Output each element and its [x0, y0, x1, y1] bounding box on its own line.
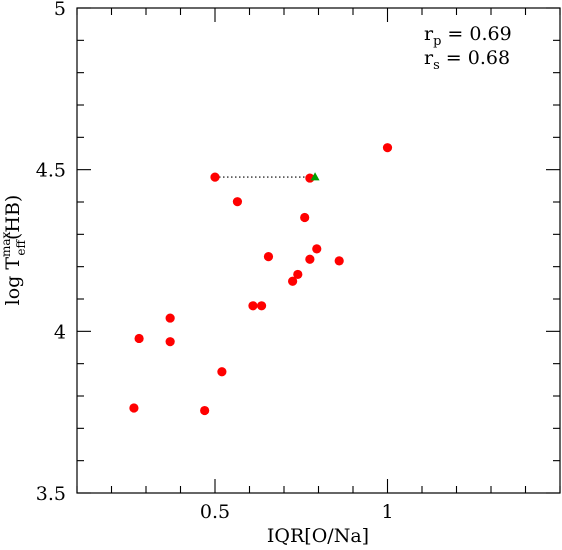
data-point	[334, 256, 344, 266]
pearson-annotation: rp = 0.69	[424, 23, 512, 49]
data-point	[129, 403, 139, 413]
triangle-point	[310, 172, 320, 181]
y-tick-label: 4	[54, 321, 66, 343]
x-tick-label: 1	[381, 501, 393, 523]
y-axis-label: log Tmaxeff(HB)	[0, 195, 28, 306]
data-point	[293, 269, 303, 280]
data-point	[256, 301, 267, 311]
data-point	[263, 252, 274, 262]
data-point	[165, 313, 175, 323]
spearman-annotation: rs = 0.68	[424, 47, 510, 73]
data-points	[129, 143, 393, 416]
y-axis-label-suffix: (HB)	[2, 195, 24, 240]
data-point	[248, 301, 258, 311]
spearman-subscript: s	[433, 58, 440, 73]
pearson-value: = 0.69	[447, 23, 511, 45]
y-axis-label-subscript: eff	[14, 239, 28, 256]
y-axis-label-prefix: log T	[2, 257, 24, 306]
data-point	[210, 172, 220, 182]
y-axis-label-superscript: max	[0, 231, 13, 257]
pearson-subscript: p	[433, 34, 441, 49]
pearson-label: r	[424, 23, 434, 45]
spearman-value: = 0.68	[446, 47, 510, 69]
data-point	[217, 367, 227, 377]
axis-ticks	[76, 7, 561, 494]
data-point	[288, 276, 298, 286]
data-point	[300, 212, 310, 223]
x-axis-label: IQR[O/Na]	[267, 525, 369, 547]
spearman-label: r	[424, 47, 434, 69]
tick-labels: 0.5 1 3.5 4 4.5 5	[36, 0, 394, 523]
y-tick-label: 5	[54, 0, 66, 20]
y-tick-label: 4.5	[36, 160, 66, 182]
data-point	[165, 337, 175, 347]
y-tick-label: 3.5	[36, 483, 66, 505]
data-point	[312, 244, 322, 254]
data-point	[134, 333, 144, 344]
data-point	[232, 197, 243, 207]
x-tick-label: 0.5	[200, 501, 230, 523]
data-point	[200, 405, 210, 416]
data-point	[382, 143, 393, 153]
data-point	[305, 254, 315, 264]
